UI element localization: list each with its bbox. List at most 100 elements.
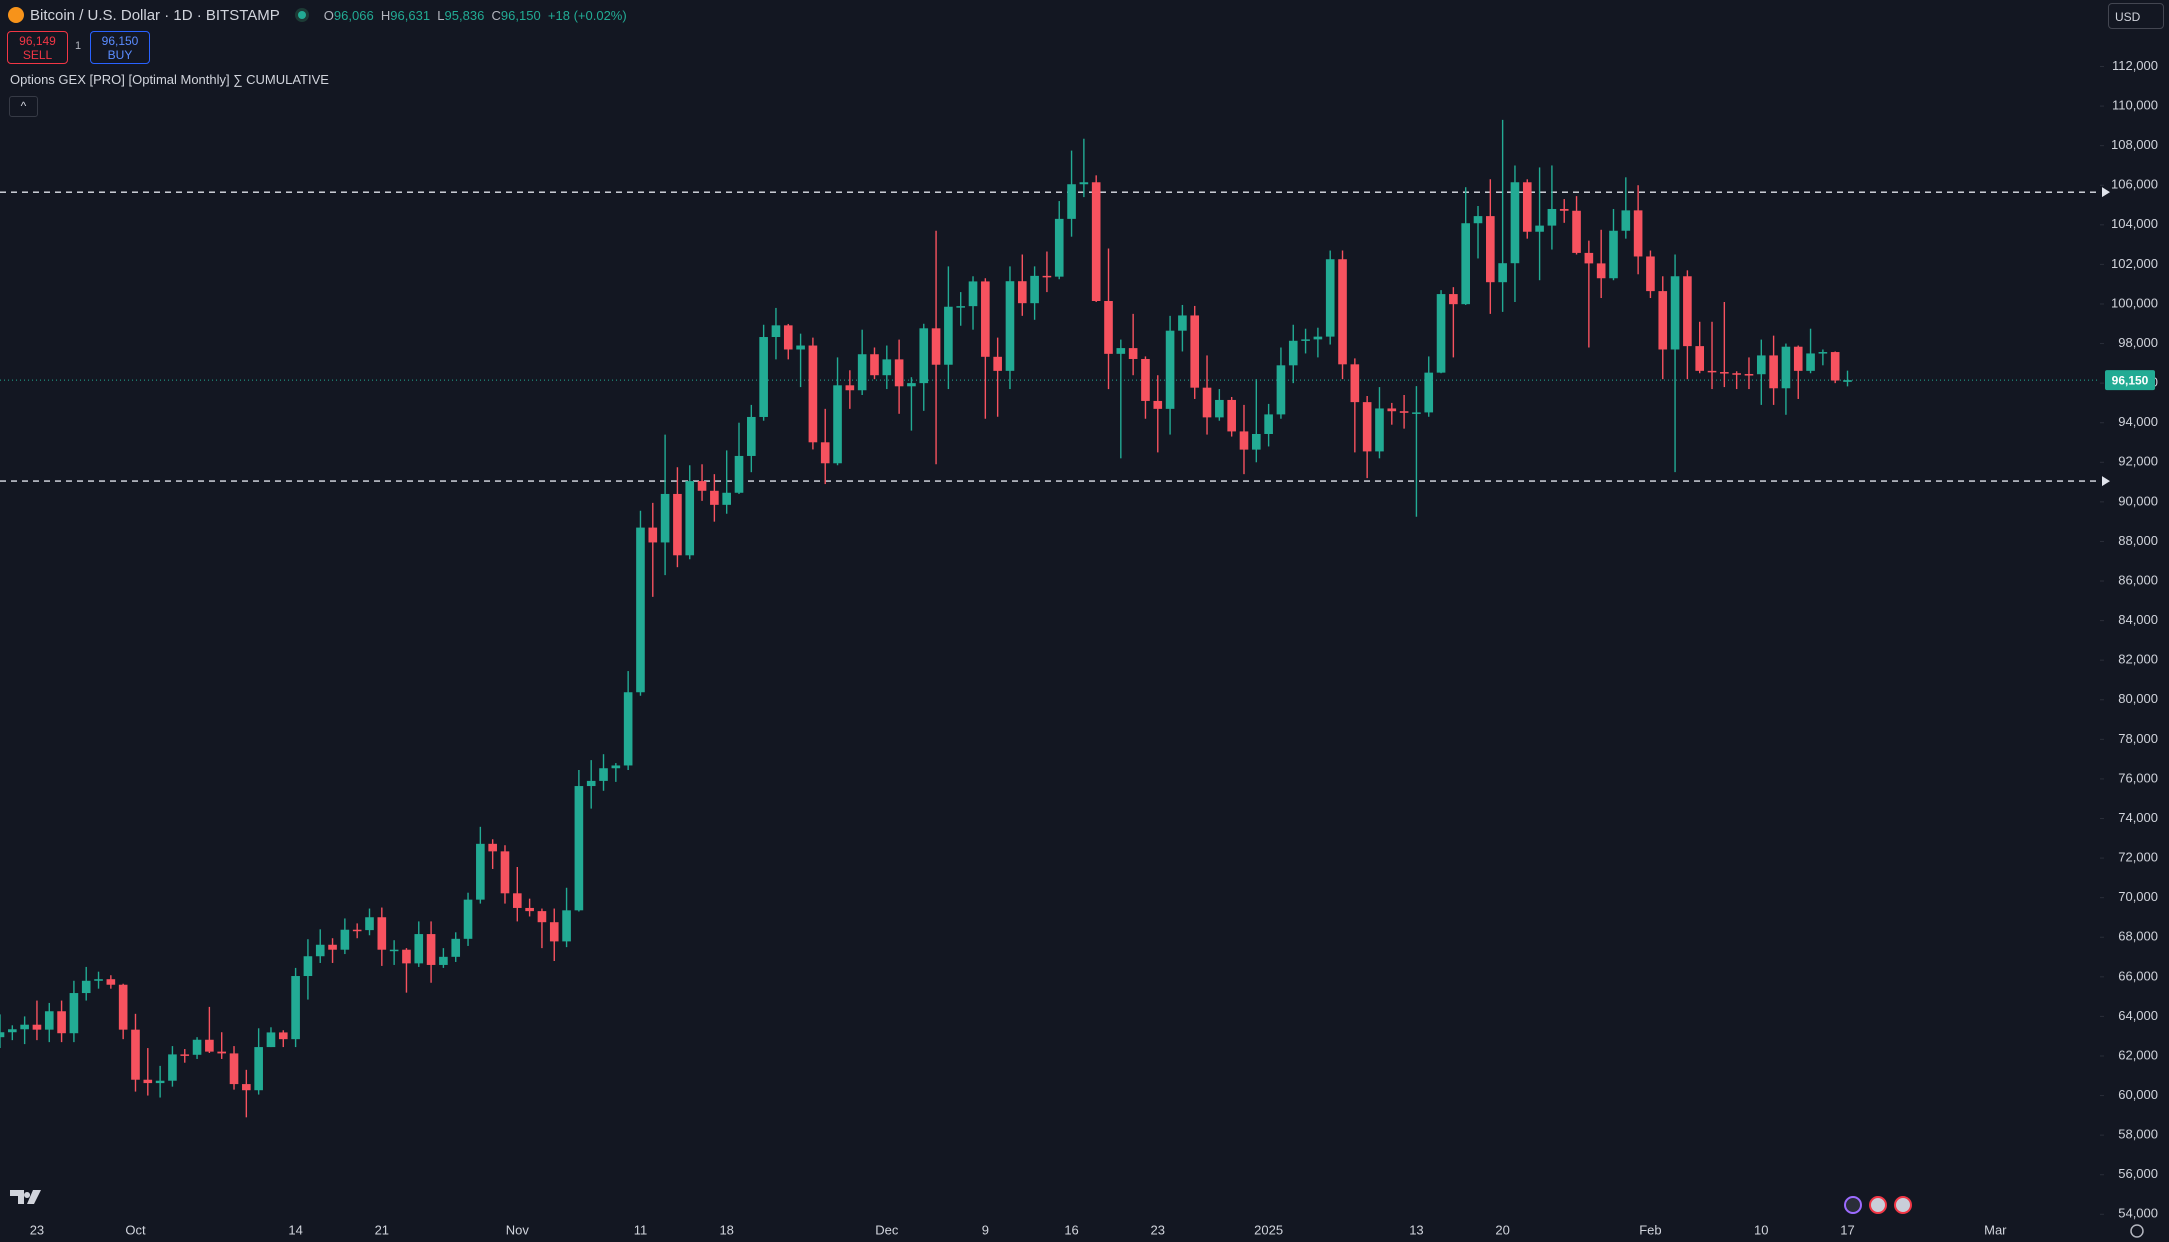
candle-body	[820, 442, 830, 464]
candle-body	[414, 934, 424, 964]
candle-body	[870, 354, 879, 376]
candle-body	[1301, 339, 1310, 341]
candle-body	[1658, 291, 1668, 350]
coin-icon	[8, 7, 24, 23]
candle-body	[57, 1011, 66, 1034]
collapse-button[interactable]: ^	[9, 96, 38, 117]
candle-body	[500, 851, 510, 894]
candle-body	[1793, 346, 1803, 371]
x-tick-label: Oct	[125, 1222, 146, 1237]
candle-body	[0, 1032, 5, 1038]
candle-body	[747, 416, 756, 456]
sell-label: SELL	[22, 48, 53, 62]
candle-body	[1744, 374, 1754, 376]
candle-body	[586, 780, 596, 787]
candle-body	[1017, 281, 1027, 304]
ohlc-value: 96,631	[390, 7, 431, 23]
candle-body	[796, 345, 805, 350]
ohlc-value: 96,066	[333, 7, 374, 23]
candle-body	[106, 979, 116, 985]
y-tick-label: 80,000	[2118, 691, 2158, 706]
candle-body	[1128, 348, 1138, 359]
gex-level-marker	[2102, 476, 2110, 487]
candle-body	[192, 1039, 202, 1055]
y-tick-label: 70,000	[2118, 889, 2158, 904]
y-tick-label: 112,000	[2112, 58, 2158, 73]
y-tick-label: 94,000	[2118, 414, 2158, 429]
y-tick-label: 62,000	[2118, 1047, 2158, 1062]
ohlc: O96,066 H96,631 L95,836 C96,150 +18 (+0.…	[324, 8, 627, 23]
change: +18 (+0.02%)	[547, 7, 627, 23]
candle-body	[894, 359, 904, 387]
candle-body	[118, 984, 128, 1030]
y-tick-label: 58,000	[2118, 1127, 2158, 1142]
buy-button[interactable]: 96,150 BUY	[90, 31, 150, 64]
candle-body	[783, 325, 793, 350]
candle-body	[20, 1024, 29, 1030]
candle-body	[759, 337, 768, 417]
candle-body	[1362, 402, 1372, 452]
candle-body	[1720, 372, 1729, 374]
candle-body	[1153, 400, 1163, 409]
candle-body	[1473, 216, 1483, 224]
candle-body	[1596, 263, 1606, 279]
candle-body	[476, 843, 485, 900]
candle-body	[1325, 259, 1335, 337]
x-tick-label: Nov	[506, 1222, 530, 1237]
symbol[interactable]: Bitcoin / U.S. Dollar · 1D · BITSTAMP	[30, 6, 280, 24]
candle-body	[1707, 370, 1717, 373]
x-tick-label: 10	[1754, 1222, 1768, 1237]
tv-logo	[10, 1190, 41, 1204]
candle-body	[266, 1032, 276, 1048]
candle-body	[1522, 182, 1532, 232]
ohlc-value: 96,150	[500, 7, 541, 23]
candle-body	[685, 481, 695, 556]
indicator-legend[interactable]: Options GEX [PRO] [Optimal Monthly] ∑ CU…	[10, 72, 329, 87]
candle-body	[611, 765, 621, 769]
candle-body	[734, 455, 744, 493]
sell-price: 96,149	[19, 34, 56, 48]
y-tick-label: 92,000	[2118, 454, 2158, 469]
candle-body	[8, 1029, 17, 1033]
x-tick-label: 20	[1495, 1222, 1509, 1237]
y-tick-label: 90,000	[2118, 493, 2158, 508]
event-icon	[1894, 1196, 1912, 1214]
candle-body	[1264, 414, 1273, 434]
candle-body	[1251, 433, 1261, 450]
candle-body	[1190, 315, 1200, 388]
candle-body	[315, 944, 325, 957]
y-tick-label: 76,000	[2118, 770, 2158, 785]
candle-body	[463, 899, 473, 939]
candle-body	[623, 692, 633, 766]
currency-button[interactable]: USD	[2108, 3, 2164, 29]
y-tick-label: 84,000	[2118, 612, 2158, 627]
y-tick-label: 100,000	[2111, 295, 2158, 310]
y-tick-label: 104,000	[2111, 216, 2158, 231]
candle-body	[882, 359, 892, 376]
candle-body	[1116, 348, 1126, 354]
candle-body	[44, 1011, 54, 1030]
candle-body	[660, 493, 670, 543]
candle-body	[722, 492, 731, 505]
candle-body	[1227, 399, 1236, 432]
candle-body	[1535, 225, 1544, 232]
candle-body	[1769, 355, 1778, 389]
candle-body	[389, 949, 399, 952]
candle-body	[512, 893, 522, 908]
candle-body	[303, 956, 313, 977]
candle-body	[1830, 352, 1840, 381]
candle-body	[1559, 208, 1569, 211]
candle-body	[857, 354, 867, 391]
candle-body	[1215, 399, 1224, 418]
y-tick-label: 74,000	[2118, 810, 2158, 825]
x-tick-label: Mar	[1984, 1222, 2007, 1237]
candle-body	[365, 917, 374, 931]
sell-button[interactable]: 96,149 SELL	[7, 31, 68, 64]
candle-body	[377, 917, 387, 950]
ohlc-key: C	[491, 7, 501, 23]
candle-body	[1646, 256, 1655, 292]
candle-body	[69, 993, 79, 1034]
candle-body	[205, 1039, 214, 1052]
